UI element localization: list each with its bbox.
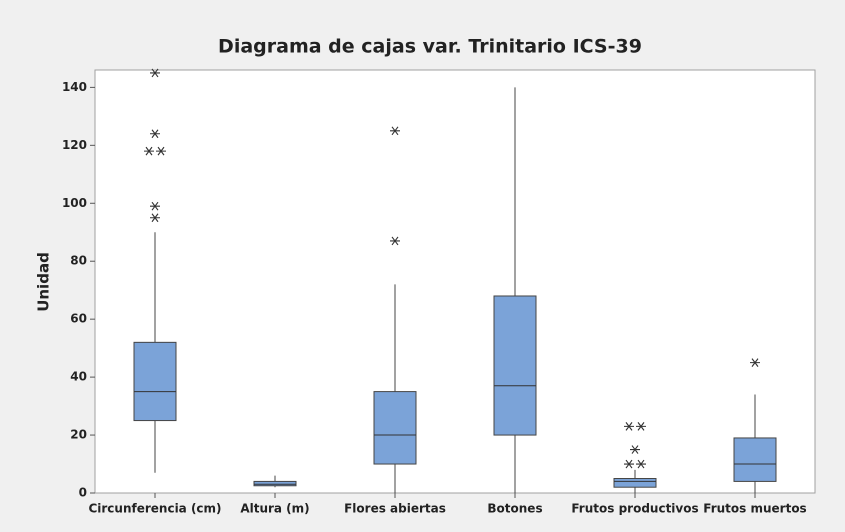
box	[133, 341, 177, 422]
outlier	[636, 422, 646, 431]
x-tick-label: Flores abiertas	[344, 502, 446, 516]
x-tick-label: Frutos productivos	[571, 502, 698, 516]
box	[493, 295, 537, 436]
outlier	[156, 146, 166, 156]
box	[253, 480, 297, 487]
box	[613, 478, 657, 488]
outlier	[636, 459, 646, 469]
y-tick-label: 140	[62, 80, 87, 94]
box	[373, 391, 417, 465]
box	[733, 437, 777, 482]
outlier	[150, 129, 160, 139]
y-tick-label: 100	[62, 196, 87, 210]
chart-title: Diagrama de cajas var. Trinitario ICS-39	[218, 36, 642, 58]
outlier	[630, 445, 640, 454]
y-tick-label: 0	[79, 486, 87, 500]
outlier	[390, 126, 400, 136]
y-tick-label: 40	[70, 370, 87, 384]
x-tick-label: Frutos muertos	[703, 502, 806, 516]
outlier	[624, 459, 634, 469]
y-tick-label: 20	[70, 428, 87, 442]
y-tick-label: 80	[70, 254, 87, 268]
y-tick-label: 60	[70, 312, 87, 326]
x-tick-label: Circunferencia (cm)	[88, 502, 221, 516]
x-tick-label: Botones	[487, 502, 542, 516]
y-tick-label: 120	[62, 138, 87, 152]
outlier	[150, 68, 160, 78]
outlier	[750, 358, 760, 367]
plot-area	[94, 69, 816, 494]
outlier	[144, 146, 154, 156]
outlier	[150, 201, 160, 211]
y-axis-label: Unidad	[35, 252, 53, 312]
outlier	[390, 236, 400, 246]
outlier	[624, 422, 634, 431]
x-tick-label: Altura (m)	[240, 502, 309, 516]
outlier	[150, 213, 160, 223]
